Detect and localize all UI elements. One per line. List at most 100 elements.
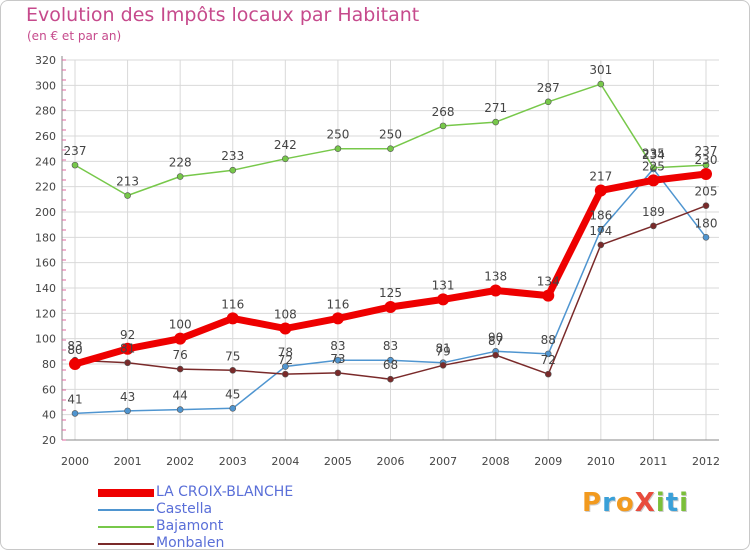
y-tick-label: 160 — [35, 257, 56, 270]
data-label: 271 — [484, 101, 507, 115]
data-label: 80 — [67, 343, 82, 357]
data-label: 125 — [379, 286, 402, 300]
logo-letter: P — [582, 488, 603, 518]
data-label: 72 — [278, 353, 293, 367]
x-tick-label: 2003 — [219, 455, 247, 468]
data-label: 174 — [589, 224, 612, 238]
data-label: 237 — [695, 144, 718, 158]
data-point — [226, 312, 239, 325]
data-label: 92 — [120, 328, 135, 342]
y-tick-label: 180 — [35, 231, 56, 244]
data-point — [229, 166, 237, 174]
x-tick-label: 2002 — [166, 455, 194, 468]
data-point — [69, 358, 81, 370]
data-label: 83 — [330, 339, 345, 353]
data-label: 78 — [278, 346, 293, 360]
data-point — [597, 241, 605, 249]
y-tick-label: 100 — [35, 333, 56, 346]
data-point — [282, 363, 289, 370]
data-label: 72 — [541, 353, 556, 367]
chart-title: Evolution des Impôts locaux par Habitant — [26, 4, 420, 26]
x-tick-label: 2001 — [114, 455, 142, 468]
y-tick-label: 120 — [35, 307, 56, 320]
data-label: 100 — [169, 318, 192, 332]
data-point — [594, 184, 607, 197]
legend-label: Monbalen — [156, 535, 225, 551]
data-label: 186 — [589, 209, 612, 223]
data-label: 230 — [695, 153, 718, 167]
data-point — [437, 293, 450, 306]
x-tick-label: 2005 — [324, 455, 352, 468]
data-point — [334, 356, 342, 364]
data-label: 225 — [642, 159, 665, 173]
logo-letter: i — [655, 488, 666, 518]
data-point — [124, 192, 131, 199]
legend-swatch — [98, 526, 154, 528]
data-point — [174, 332, 187, 345]
data-point — [229, 405, 237, 412]
y-tick-label: 240 — [35, 155, 56, 168]
data-label: 234 — [642, 148, 665, 162]
data-point — [387, 375, 394, 383]
data-label: 83 — [67, 339, 82, 353]
data-point — [124, 359, 131, 367]
y-tick-label: 60 — [42, 383, 56, 396]
legend-label: LA CROIX-BLANCHE — [156, 484, 294, 500]
data-point — [544, 370, 552, 378]
legend-label: Castella — [156, 501, 213, 517]
data-point — [650, 222, 657, 230]
data-label: 43 — [120, 390, 135, 404]
data-point — [384, 301, 397, 313]
data-label: 45 — [225, 387, 240, 401]
data-point — [282, 155, 289, 163]
data-label: 242 — [274, 138, 297, 152]
y-tick-label: 280 — [35, 105, 56, 118]
data-point — [71, 410, 79, 417]
x-tick-label: 2011 — [639, 455, 667, 468]
data-point — [542, 289, 555, 302]
data-label: 116 — [221, 297, 244, 311]
data-point — [492, 351, 499, 359]
logo-letter: r — [602, 488, 616, 518]
data-labels: 80 92 100 116 108 116 125 131 138 134 217 225 230 41 4… — [64, 63, 718, 406]
data-label: 81 — [120, 342, 135, 356]
x-tick-label: 2000 — [61, 455, 89, 468]
data-point — [544, 350, 552, 358]
x-tick-label: 2008 — [482, 455, 510, 468]
logo-letter: i — [679, 488, 690, 518]
data-label: 180 — [695, 216, 718, 230]
data-point — [387, 145, 394, 152]
data-label: 87 — [488, 334, 503, 348]
x-tick-label: 2012 — [692, 455, 720, 468]
data-point — [279, 322, 292, 335]
data-label: 116 — [326, 297, 349, 311]
data-point — [492, 118, 499, 126]
data-point — [124, 407, 131, 415]
data-label: 81 — [435, 342, 450, 356]
y-tick-label: 140 — [35, 282, 56, 295]
data-point — [489, 284, 502, 297]
data-label: 235 — [642, 147, 665, 161]
data-label: 138 — [484, 270, 507, 284]
legend-swatch — [98, 543, 154, 545]
data-point — [176, 365, 184, 373]
data-label: 237 — [64, 144, 87, 158]
data-label: 189 — [642, 205, 665, 219]
data-label: 250 — [326, 128, 349, 142]
data-label: 75 — [225, 349, 240, 363]
logo-letter: X — [634, 488, 656, 518]
data-label: 213 — [116, 175, 139, 189]
data-point — [331, 312, 344, 325]
legend-label: Bajamont — [156, 518, 224, 534]
data-label: 90 — [488, 330, 503, 344]
line-chart: 20 40 60 80 100 120 140 160 180 200 220 240 260 280 30… — [35, 54, 720, 468]
y-tick-label: 80 — [42, 358, 56, 371]
data-label: 41 — [67, 392, 82, 406]
data-label: 131 — [432, 278, 455, 292]
data-point — [387, 356, 394, 364]
data-label: 68 — [383, 358, 398, 372]
data-point — [702, 234, 710, 241]
data-point — [176, 173, 184, 180]
axes: 20 40 60 80 100 120 140 160 180 200 220 240 260 280 30… — [35, 54, 720, 468]
data-point — [334, 145, 342, 152]
